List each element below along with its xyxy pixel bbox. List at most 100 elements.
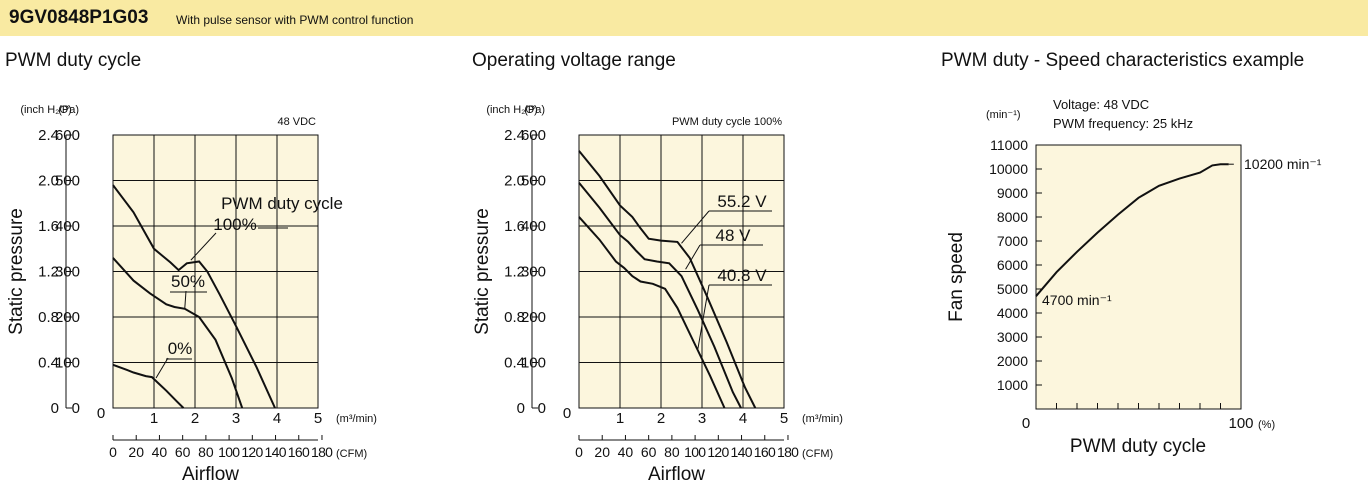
note-voltage: Voltage: 48 VDC xyxy=(1053,97,1149,112)
series-leader-pwm-0 xyxy=(190,232,217,261)
x-tick-cfm-volt: 60 xyxy=(641,444,657,460)
x-tick-volt: 1 xyxy=(616,410,624,427)
x-tick-volt: 2 xyxy=(657,410,665,427)
y-tick-inch-volt: 1.6 xyxy=(504,218,525,235)
x-tick-pwm: 4 xyxy=(273,410,281,427)
x-tick-cfm-volt: 20 xyxy=(594,444,610,460)
y-tick-speed: 7000 xyxy=(997,233,1028,249)
title-banner: 9GV0848P1G03 With pulse sensor with PWM … xyxy=(0,0,1368,36)
x-tick-cfm-pwm: 140 xyxy=(265,444,287,460)
series-line-pwm-2 xyxy=(112,363,185,409)
panel-title-pwm-duty: PWM duty cycle xyxy=(5,50,142,71)
x-tick-pwm: 1 xyxy=(150,410,158,427)
series-label-volt-2: 40.8 V xyxy=(717,266,767,285)
y-tick-inch-pwm: 0 xyxy=(51,400,59,417)
series-label-volt-1: 48 V xyxy=(716,226,752,245)
legend-title-pwm: PWM duty cycle xyxy=(221,194,343,213)
x-tick-end-speed: 100 xyxy=(1228,415,1253,432)
x-tick-cfm-volt: 180 xyxy=(777,444,799,460)
start-label-speed: 4700 min⁻¹ xyxy=(1042,292,1112,308)
series-line-volt-1 xyxy=(578,182,742,409)
series-label-pwm-1: 50% xyxy=(171,272,205,291)
x-unit-m3-pwm: (m³/min) xyxy=(336,413,377,425)
y-axis-label-speed: Fan speed xyxy=(946,232,967,322)
y-tick-inch-volt: 0 xyxy=(517,400,525,417)
y-tick-inch-volt: 0.4 xyxy=(504,355,525,372)
x-tick-cfm-pwm: 20 xyxy=(128,444,144,460)
x-unit-cfm-volt: (CFM) xyxy=(802,448,833,460)
y-tick-inch-pwm: 2.4 xyxy=(38,127,59,144)
model-number: 9GV0848P1G03 xyxy=(9,7,149,28)
y-tick-speed: 5000 xyxy=(997,281,1028,297)
y-unit-inch-volt: (inch H₂O) xyxy=(486,104,537,116)
x-tick-origin-pwm: 0 xyxy=(97,405,105,422)
x-tick-cfm-pwm: 0 xyxy=(109,444,117,460)
series-label-volt-0: 55.2 V xyxy=(717,192,767,211)
y-unit-inch-pwm: (inch H₂O) xyxy=(20,104,71,116)
x-tick-origin-speed: 0 xyxy=(1022,415,1030,432)
series-label-pwm-2: 0% xyxy=(168,339,193,358)
y-tick-speed: 9000 xyxy=(997,185,1028,201)
y-tick-speed: 1000 xyxy=(997,377,1028,393)
x-tick-cfm-pwm: 100 xyxy=(218,444,240,460)
x-tick-pwm: 5 xyxy=(314,410,322,427)
y-tick-pa-origin-pwm: 0 xyxy=(72,400,80,417)
y-unit-pa-volt: (Pa) xyxy=(524,104,545,116)
x-tick-cfm-volt: 160 xyxy=(754,444,776,460)
series-leader-volt-1 xyxy=(685,244,701,270)
x-tick-cfm-volt: 80 xyxy=(664,444,680,460)
x-unit-speed: (%) xyxy=(1258,419,1275,431)
y-unit-pa-pwm: (Pa) xyxy=(58,104,79,116)
x-tick-cfm-pwm: 180 xyxy=(311,444,333,460)
series-leader-volt-2 xyxy=(697,284,710,349)
x-unit-cfm-pwm: (CFM) xyxy=(336,448,367,460)
x-tick-cfm-volt: 100 xyxy=(684,444,706,460)
x-tick-cfm-pwm: 120 xyxy=(241,444,263,460)
chart-note-volt: PWM duty cycle 100% xyxy=(672,116,782,128)
series-line-pwm-0 xyxy=(112,184,276,409)
series-line-volt-2 xyxy=(578,216,726,409)
series-line-pwm-1 xyxy=(112,257,244,409)
panel-title-voltage-range: Operating voltage range xyxy=(472,50,676,71)
y-tick-inch-pwm: 0.4 xyxy=(38,355,59,372)
x-tick-cfm-pwm: 160 xyxy=(288,444,310,460)
y-tick-speed: 10000 xyxy=(989,161,1028,177)
y-tick-inch-pwm: 1.6 xyxy=(38,218,59,235)
x-tick-cfm-volt: 0 xyxy=(575,444,583,460)
series-label-pwm-0: 100% xyxy=(213,215,256,234)
y-tick-speed: 3000 xyxy=(997,329,1028,345)
plot-area-speed xyxy=(1035,144,1242,410)
series-leader-pwm-2 xyxy=(155,357,169,379)
y-tick-inch-pwm: 2.0 xyxy=(38,173,59,190)
y-tick-speed: 11000 xyxy=(990,137,1028,153)
x-tick-volt: 5 xyxy=(780,410,788,427)
y-tick-inch-volt: 2.4 xyxy=(504,127,525,144)
series-leader-pwm-1 xyxy=(184,290,187,309)
x-tick-pwm: 2 xyxy=(191,410,199,427)
series-line-speed xyxy=(1035,163,1229,297)
x-tick-cfm-volt: 120 xyxy=(707,444,729,460)
x-tick-cfm-pwm: 40 xyxy=(152,444,168,460)
y-tick-pa-origin-volt: 0 xyxy=(538,400,546,417)
x-tick-cfm-pwm: 80 xyxy=(198,444,214,460)
x-tick-cfm-volt: 40 xyxy=(618,444,634,460)
y-tick-inch-pwm: 0.8 xyxy=(38,309,59,326)
x-axis-label-speed: PWM duty cycle xyxy=(1070,436,1206,457)
model-description: With pulse sensor with PWM control funct… xyxy=(176,13,414,27)
x-axis-label-pwm: Airflow xyxy=(182,464,239,485)
y-tick-speed: 4000 xyxy=(997,305,1028,321)
series-line-volt-0 xyxy=(578,150,757,409)
x-axis-label-volt: Airflow xyxy=(648,464,705,485)
x-tick-volt: 3 xyxy=(698,410,706,427)
series-leader-volt-0 xyxy=(681,210,710,244)
y-axis-label-volt: Static pressure xyxy=(472,208,493,335)
y-unit-speed: (min⁻¹) xyxy=(986,109,1021,121)
chart-note-pwm: 48 VDC xyxy=(277,116,316,128)
y-tick-inch-volt: 0.8 xyxy=(504,309,525,326)
y-axis-label-pwm: Static pressure xyxy=(6,208,27,335)
x-unit-m3-volt: (m³/min) xyxy=(802,413,843,425)
y-tick-inch-pwm: 1.2 xyxy=(38,264,59,281)
y-tick-inch-volt: 1.2 xyxy=(504,264,525,281)
x-tick-cfm-pwm: 60 xyxy=(175,444,191,460)
